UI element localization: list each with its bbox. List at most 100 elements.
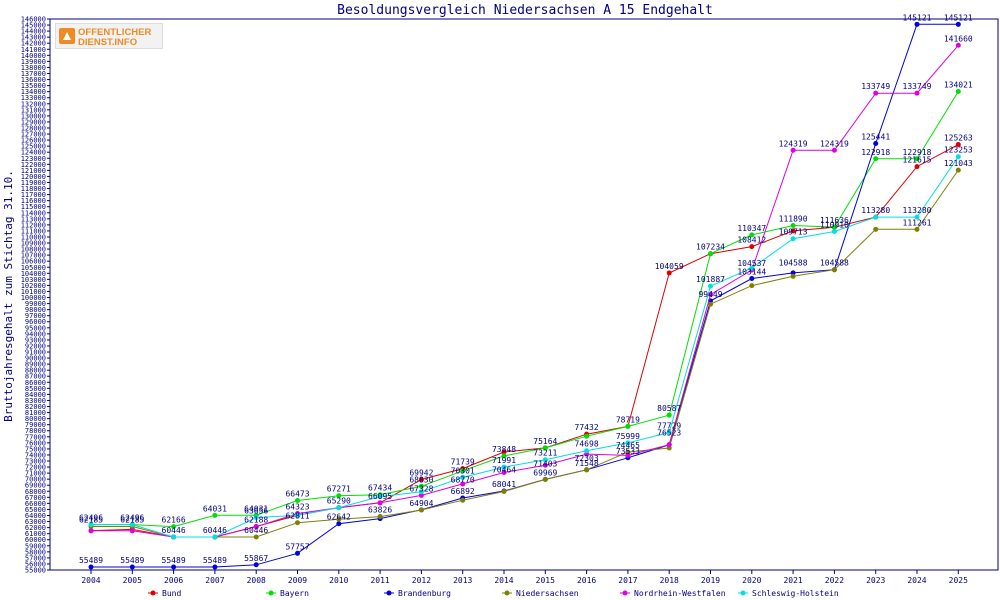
x-tick-label: 2013 [453, 576, 472, 585]
x-tick-label: 2016 [577, 576, 596, 585]
y-tick-label: 97000 [25, 312, 46, 320]
data-point [88, 522, 94, 528]
data-point [955, 167, 961, 173]
x-tick-label: 2021 [783, 576, 802, 585]
data-point [790, 228, 796, 234]
data-point [914, 90, 920, 96]
data-point [790, 223, 796, 229]
data-label: 72303 [575, 454, 599, 463]
data-label: 122918 [903, 148, 932, 157]
data-point [542, 462, 548, 468]
data-label: 70301 [451, 466, 475, 475]
y-tick-label: 89000 [25, 361, 46, 369]
data-label: 66473 [285, 490, 309, 499]
data-label: 64031 [203, 504, 227, 513]
y-tick-label: 102000 [21, 282, 46, 290]
y-tick-label: 129000 [21, 118, 46, 126]
y-tick-label: 120000 [21, 173, 46, 181]
y-axis-ticks: 5500056000570005800059000600006100062000… [21, 16, 50, 575]
y-tick-label: 131000 [21, 106, 46, 114]
data-point [873, 140, 879, 146]
y-tick-label: 82000 [25, 403, 46, 411]
data-point [295, 520, 300, 526]
y-tick-label: 114000 [21, 209, 46, 217]
data-point [749, 265, 755, 271]
data-label: 64323 [285, 503, 309, 512]
y-tick-label: 68000 [25, 488, 46, 496]
data-point [790, 236, 796, 242]
data-point [418, 507, 424, 513]
y-tick-label: 63000 [25, 518, 46, 526]
data-point [914, 156, 920, 162]
x-tick-label: 2015 [536, 576, 555, 585]
data-point [831, 228, 837, 234]
y-tick-label: 57000 [25, 554, 46, 562]
data-point [749, 244, 755, 250]
legend-label: Bayern [280, 589, 309, 598]
y-tick-label: 71000 [25, 470, 46, 478]
y-tick-label: 60000 [25, 536, 46, 544]
x-tick-label: 2008 [247, 576, 266, 585]
x-tick-label: 2018 [660, 576, 679, 585]
data-point [873, 226, 879, 232]
data-point [336, 505, 342, 511]
legend-label: Niedersachsen [516, 589, 579, 598]
data-label: 104588 [820, 259, 849, 268]
y-tick-label: 78000 [25, 427, 46, 435]
y-tick-label: 143000 [21, 34, 46, 42]
data-label: 101887 [696, 275, 725, 284]
data-point [460, 497, 466, 503]
y-tick-label: 73000 [25, 458, 46, 466]
data-label: 73848 [492, 445, 516, 454]
y-tick-label: 100000 [21, 294, 46, 302]
data-label: 75164 [533, 437, 557, 446]
y-tick-label: 95000 [25, 324, 46, 332]
series-line [90, 144, 959, 538]
data-label: 73211 [533, 449, 557, 458]
legend-swatch-marker [386, 590, 392, 596]
data-label: 121615 [903, 156, 932, 165]
data-label: 62188 [244, 515, 268, 524]
series-line [91, 44, 959, 538]
data-point [542, 457, 548, 463]
data-point [171, 524, 177, 530]
data-label: 111261 [903, 218, 932, 227]
y-tick-label: 139000 [21, 58, 46, 66]
y-tick-label: 75000 [25, 445, 46, 453]
data-label: 68041 [492, 480, 516, 489]
legend-label: Schleswig-Holstein [752, 589, 839, 598]
data-label: 55489 [203, 556, 227, 565]
data-label: 125441 [861, 132, 890, 141]
data-label: 104059 [655, 262, 684, 271]
data-label: 145121 [903, 13, 932, 22]
y-tick-label: 145000 [21, 22, 46, 30]
y-tick-label: 112000 [21, 221, 46, 229]
data-label: 74698 [575, 440, 599, 449]
data-point [873, 90, 879, 96]
y-tick-label: 64000 [25, 512, 46, 520]
x-tick-label: 2022 [825, 576, 844, 585]
y-tick-label: 127000 [21, 131, 46, 139]
y-tick-label: 56000 [25, 560, 46, 568]
y-tick-label: 103000 [21, 276, 46, 284]
data-point [253, 515, 259, 521]
legend: Bund Bayern Brandenburg Niedersachsen Nordrh… [148, 589, 839, 598]
data-point [955, 142, 961, 148]
y-tick-label: 144000 [21, 28, 46, 36]
data-point [584, 448, 590, 454]
y-tick-label: 61000 [25, 530, 46, 538]
data-point [336, 521, 342, 527]
y-tick-label: 55000 [25, 567, 46, 575]
data-point [831, 267, 837, 273]
data-label: 103144 [737, 267, 766, 276]
data-point [336, 493, 342, 499]
data-label: 121043 [944, 159, 973, 168]
data-point [501, 489, 507, 495]
data-label: 75999 [616, 432, 640, 441]
data-label: 77729 [657, 421, 681, 430]
data-label: 69942 [409, 469, 433, 478]
data-label: 63826 [368, 506, 392, 515]
data-point [790, 273, 796, 279]
data-point [253, 534, 259, 540]
